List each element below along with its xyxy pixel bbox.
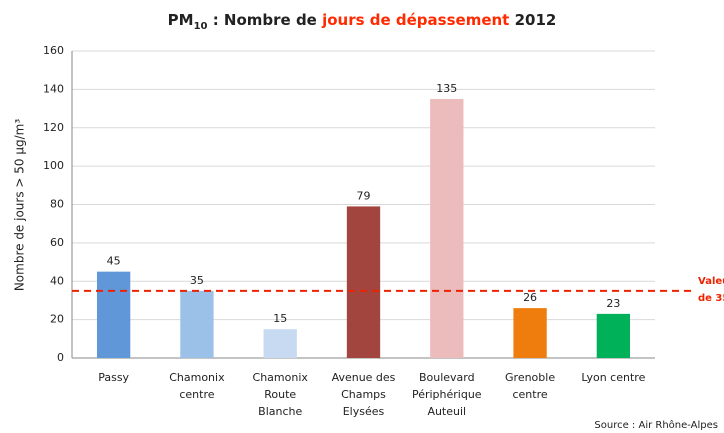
chart-title: PM10 : Nombre de jours de dépassement 20… — [168, 11, 557, 32]
value-label: 35 — [190, 274, 204, 287]
title-part: 10 — [194, 21, 208, 32]
x-tick-label: Champs — [341, 388, 386, 401]
x-tick-label: Chamonix — [169, 371, 225, 384]
bar — [263, 329, 297, 358]
value-label: 135 — [436, 82, 457, 95]
x-tick-label: centre — [179, 388, 214, 401]
x-tick-label: Périphérique — [412, 388, 482, 401]
x-tick-label: Passy — [98, 371, 129, 384]
title-part: : Nombre de — [207, 11, 322, 29]
x-tick-label: centre — [512, 388, 547, 401]
y-tick-label: 140 — [43, 82, 64, 95]
title-part: jours de dépassement — [321, 11, 509, 29]
title-part: 2012 — [509, 11, 556, 29]
x-tick-label: Blanche — [258, 405, 302, 418]
threshold-label: Valeur limite — [698, 276, 724, 287]
y-tick-label: 100 — [43, 159, 64, 172]
x-tick-label: Avenue des — [332, 371, 396, 384]
bar — [180, 290, 214, 358]
y-axis-label: Nombre de jours > 50 µg/m³ — [13, 119, 27, 292]
value-label: 15 — [273, 312, 287, 325]
x-tick-label: Lyon centre — [581, 371, 645, 384]
bar — [430, 98, 464, 358]
bar — [346, 206, 381, 358]
bar — [596, 313, 631, 358]
x-tick-label: Route — [264, 388, 296, 401]
y-tick-label: 160 — [43, 44, 64, 57]
y-tick-label: 0 — [57, 351, 64, 364]
y-tick-label: 80 — [50, 198, 64, 211]
bar — [96, 271, 131, 358]
threshold-label: de 35 jours — [698, 293, 724, 304]
y-tick-label: 40 — [50, 274, 64, 287]
x-tick-label: Boulevard — [419, 371, 475, 384]
source: Source : Air Rhône-Alpes — [594, 419, 718, 431]
title-part: PM — [168, 11, 194, 29]
value-label: 23 — [606, 297, 620, 310]
x-tick-label: Chamonix — [253, 371, 309, 384]
y-tick-label: 120 — [43, 121, 64, 134]
x-tick-label: Grenoble — [505, 371, 555, 384]
value-label: 45 — [107, 255, 121, 268]
bar — [513, 308, 547, 358]
x-tick-label: Elysées — [343, 405, 385, 418]
value-label: 26 — [523, 291, 537, 304]
value-label: 79 — [357, 189, 371, 202]
y-tick-label: 60 — [50, 236, 64, 249]
x-tick-label: Auteuil — [427, 405, 466, 418]
y-tick-label: 20 — [50, 313, 64, 326]
